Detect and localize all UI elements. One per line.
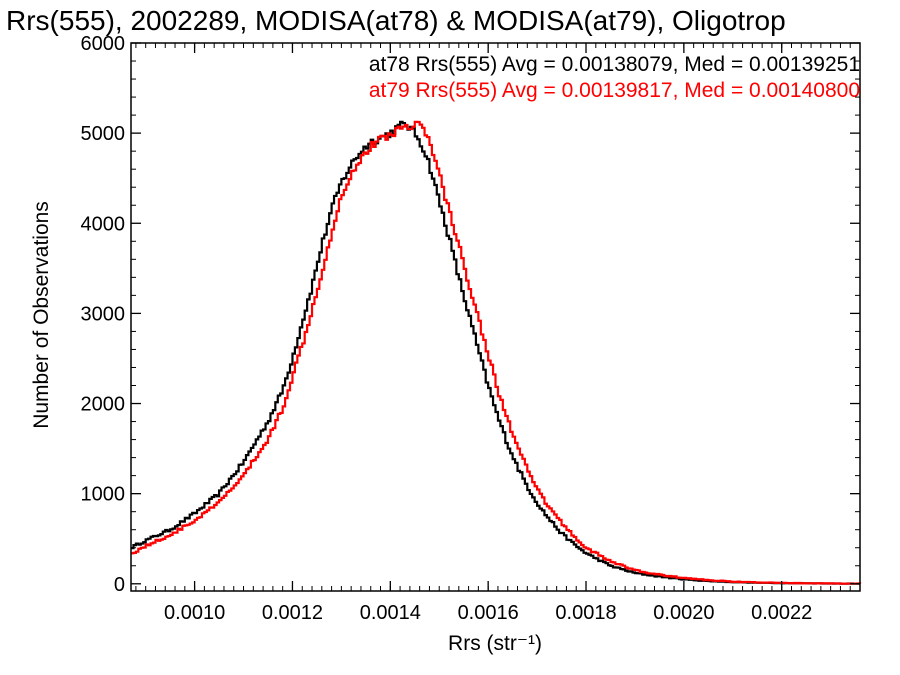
x-tick-label: 0.0022: [751, 602, 812, 624]
y-tick-label: 1000: [81, 484, 126, 506]
y-tick-label: 4000: [81, 213, 126, 235]
y-tick-label: 3000: [81, 303, 126, 325]
y-tick-label: 0: [114, 574, 125, 596]
x-tick-label: 0.0010: [164, 602, 225, 624]
x-tick-label: 0.0016: [458, 602, 519, 624]
y-tick-label: 6000: [81, 33, 126, 55]
y-tick-label: 5000: [81, 123, 126, 145]
x-tick-label: 0.0012: [262, 602, 323, 624]
x-axis-label: Rrs (str⁻¹): [448, 632, 542, 655]
series-group: [131, 120, 862, 585]
y-axis: 0 1000 2000 3000 4000 5000 6000: [81, 33, 860, 596]
legend-series-at79: at79 Rrs(555) Avg = 0.00139817, Med = 0.…: [369, 79, 860, 102]
y-axis-label: Number of Observations: [30, 201, 53, 429]
series-line-at78: [131, 120, 862, 585]
stats-legend: at78 Rrs(555) Avg = 0.00138079, Med = 0.…: [369, 53, 860, 102]
x-tick-label: 0.0020: [653, 602, 714, 624]
x-axis: 0.0010 0.0012 0.0014 0.0016 0.0018 0.0020 0.00…: [135, 43, 851, 624]
y-tick-label: 2000: [81, 394, 126, 416]
x-tick-label: 0.0014: [360, 602, 421, 624]
chart-title: Rrs(555), 2002289, MODISA(at78) & MODISA…: [6, 5, 786, 36]
series-line-at79: [131, 120, 862, 585]
x-tick-label: 0.0018: [555, 602, 616, 624]
legend-series-at78: at78 Rrs(555) Avg = 0.00138079, Med = 0.…: [369, 53, 860, 76]
plot-frame: [130, 42, 861, 592]
